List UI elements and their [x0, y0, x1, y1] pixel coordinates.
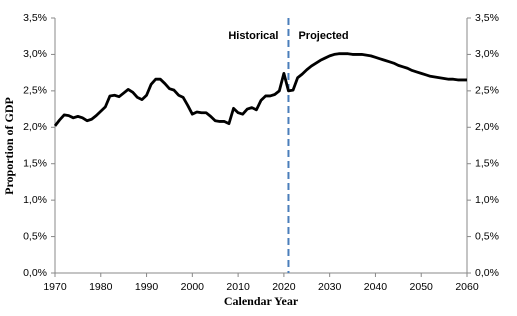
x-tick-label: 2060: [455, 281, 479, 293]
y-tick-label: 2,0%: [23, 121, 47, 133]
y-tick-label: 1,5%: [23, 157, 47, 169]
y-axis-label: Proportion of GDP: [2, 97, 16, 195]
x-tick-label: 2050: [410, 281, 434, 293]
x-tick-label: 1990: [135, 281, 159, 293]
annotation: Historical: [228, 30, 278, 42]
y-tick-label: 3,0%: [23, 48, 47, 60]
y-tick-label: 0,5%: [23, 230, 47, 242]
data-line: [53, 52, 467, 127]
y-tick-label: 0,0%: [475, 267, 499, 279]
y-tick-label: 2,0%: [475, 121, 499, 133]
x-tick-label: 2020: [272, 281, 296, 293]
y-tick-label: 2,5%: [23, 85, 47, 97]
x-axis-label: Calendar Year: [224, 294, 299, 308]
x-tick-label: 1980: [89, 281, 113, 293]
x-tick-label: 2030: [318, 281, 342, 293]
x-tick-label: 1970: [43, 281, 67, 293]
y-tick-label: 3,5%: [23, 12, 47, 24]
y-tick-label: 0,5%: [475, 230, 499, 242]
y-tick-label: 0,0%: [23, 267, 47, 279]
x-tick-label: 2010: [226, 281, 250, 293]
y-tick-label: 2,5%: [475, 85, 499, 97]
y-tick-label: 1,0%: [475, 194, 499, 206]
y-tick-label: 1,0%: [23, 194, 47, 206]
y-tick-label: 1,5%: [475, 157, 499, 169]
x-tick-label: 2000: [181, 281, 205, 293]
x-tick-label: 2040: [364, 281, 388, 293]
annotation: Projected: [298, 30, 348, 42]
y-tick-label: 3,0%: [475, 48, 499, 60]
y-tick-label: 3,5%: [475, 12, 499, 24]
